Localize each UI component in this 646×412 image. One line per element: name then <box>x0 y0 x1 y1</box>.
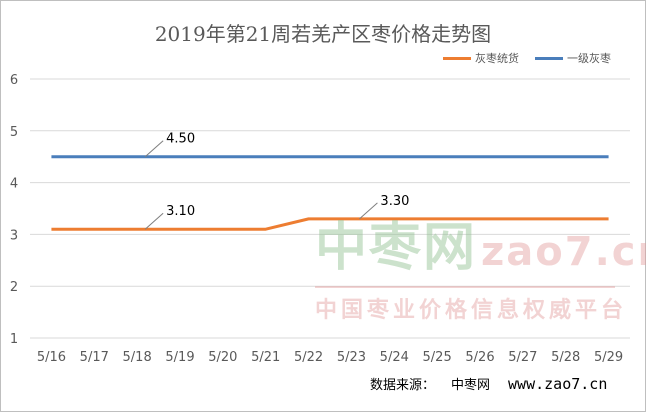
x-tick-label-2: 5/18 <box>123 350 152 365</box>
legend-label-series-0: 灰枣统货 <box>475 52 519 65</box>
y-tick-label-4: 5 <box>10 125 18 140</box>
source-site: 中枣网 <box>451 378 491 393</box>
source-url: www.zao7.cn <box>508 375 608 393</box>
x-tick-label-1: 5/17 <box>80 350 109 365</box>
x-tick-label-12: 5/28 <box>551 350 580 365</box>
y-tick-label-2: 3 <box>10 228 18 243</box>
y-tick-label-5: 6 <box>10 73 18 88</box>
x-tick-label-5: 5/21 <box>251 350 280 365</box>
x-tick-label-10: 5/26 <box>465 350 494 365</box>
x-tick-label-4: 5/20 <box>208 350 237 365</box>
series-line-0 <box>51 217 609 231</box>
legend-swatch-series-1 <box>535 56 563 60</box>
x-tick-label-11: 5/27 <box>508 350 537 365</box>
data-label-leader-1-0 <box>144 140 164 158</box>
x-tick-label-9: 5/25 <box>423 350 452 365</box>
data-source: 数据来源： 中枣网 www.zao7.cn <box>370 374 607 393</box>
legend-swatch-series-0 <box>443 56 471 60</box>
x-tick-label-13: 5/29 <box>594 350 623 365</box>
data-label-0-0: 3.10 <box>166 204 195 219</box>
legend-label-series-1: 一级灰枣 <box>567 52 611 65</box>
legend-item-series-1: 一级灰枣 <box>535 50 611 66</box>
data-label-leader-0-1 <box>359 202 378 220</box>
x-tick-label-7: 5/23 <box>337 350 366 365</box>
data-label-leader-0-0 <box>144 212 164 230</box>
y-tick-label-0: 1 <box>10 332 18 347</box>
legend: 灰枣统货 一级灰枣 <box>443 50 611 66</box>
x-tick-label-3: 5/19 <box>165 350 194 365</box>
legend-item-series-0: 灰枣统货 <box>443 50 519 66</box>
chart-title: 2019年第21周若羌产区枣价格走势图 <box>154 22 492 46</box>
data-label-1-0: 4.50 <box>166 132 195 147</box>
y-tick-label-3: 4 <box>10 177 18 192</box>
x-tick-label-8: 5/24 <box>380 350 409 365</box>
y-tick-label-1: 2 <box>10 280 18 295</box>
data-label-0-1: 3.30 <box>380 194 409 209</box>
source-label: 数据来源： <box>370 378 436 393</box>
x-tick-label-0: 5/16 <box>37 350 66 365</box>
x-tick-label-6: 5/22 <box>294 350 323 365</box>
